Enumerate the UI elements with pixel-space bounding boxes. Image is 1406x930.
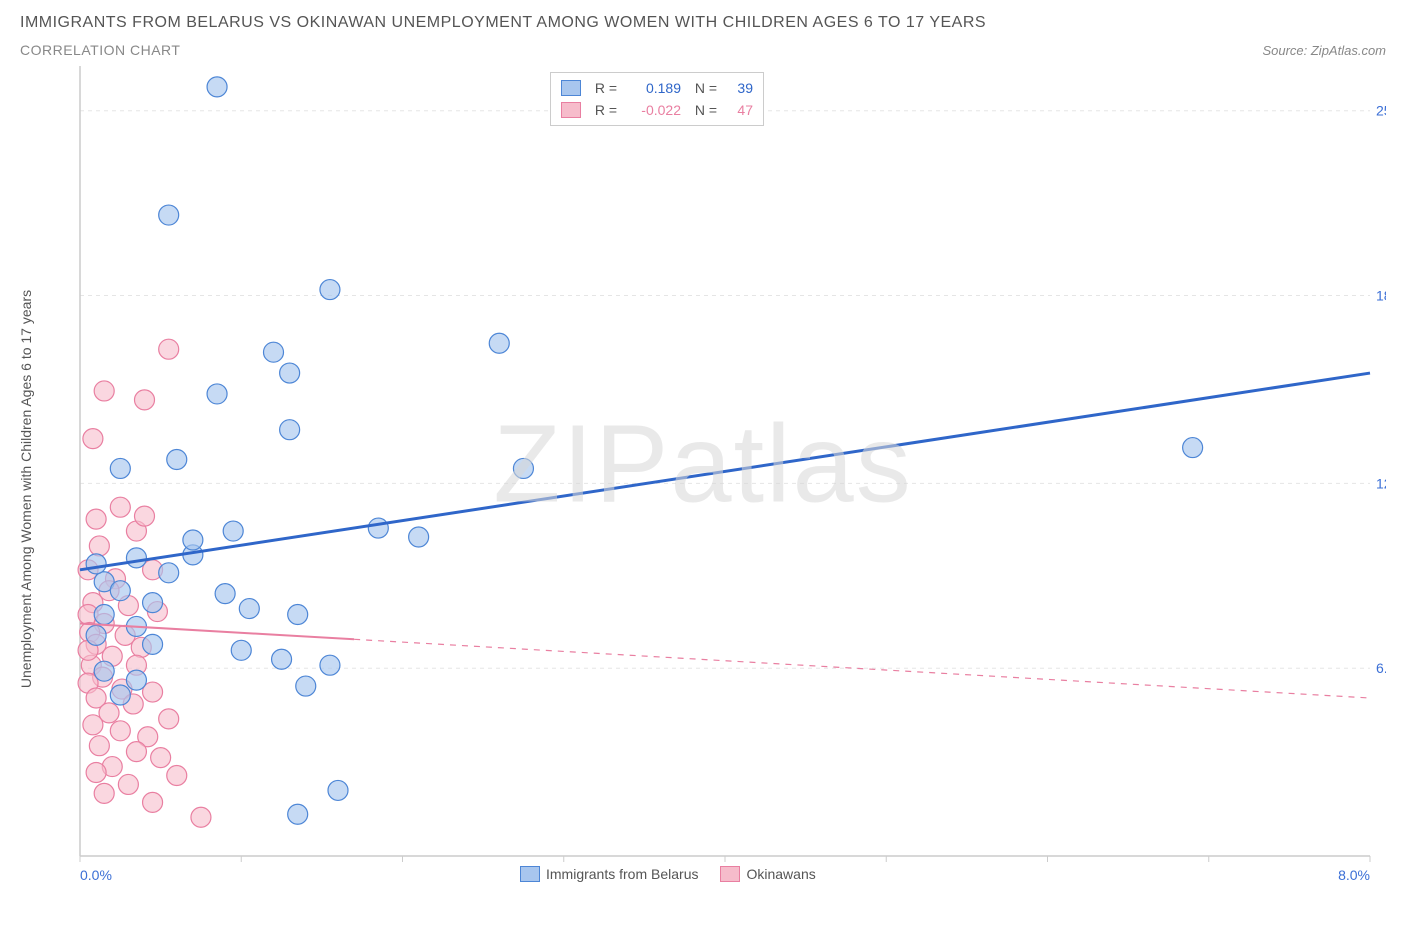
svg-text:12.5%: 12.5% [1376,475,1386,491]
page-title: IMMIGRANTS FROM BELARUS VS OKINAWAN UNEM… [20,14,1386,32]
legend-swatch [561,80,581,96]
svg-text:25.0%: 25.0% [1376,103,1386,119]
y-axis-title: Unemployment Among Women with Children A… [18,290,34,688]
legend-swatch [520,866,540,882]
legend-series-label: Okinawans [746,866,815,882]
source-label: Source: ZipAtlas.com [1262,43,1386,58]
svg-text:6.3%: 6.3% [1376,660,1386,676]
correlation-chart: Unemployment Among Women with Children A… [20,66,1386,896]
chart-subtitle: CORRELATION CHART [20,42,180,58]
legend-swatch [561,102,581,118]
svg-text:18.8%: 18.8% [1376,288,1386,304]
n-label: N = [689,80,717,96]
svg-text:0.0%: 0.0% [80,867,112,883]
legend-series-label: Immigrants from Belarus [546,866,698,882]
stats-legend: R = 0.189 N = 39 R = -0.022 N = 47 [550,72,764,126]
n-value: 39 [725,80,753,96]
n-value: 47 [725,102,753,118]
legend-swatch [720,866,740,882]
r-value: 0.189 [625,80,681,96]
n-label: N = [689,102,717,118]
scatter-plot-svg: 6.3% 12.5% 18.8% 25.0% 0.0% 8.0% [20,66,1386,896]
svg-text:8.0%: 8.0% [1338,867,1370,883]
r-label: R = [589,80,617,96]
r-value: -0.022 [625,102,681,118]
r-label: R = [589,102,617,118]
series-legend: Immigrants from Belarus Okinawans [520,866,816,882]
